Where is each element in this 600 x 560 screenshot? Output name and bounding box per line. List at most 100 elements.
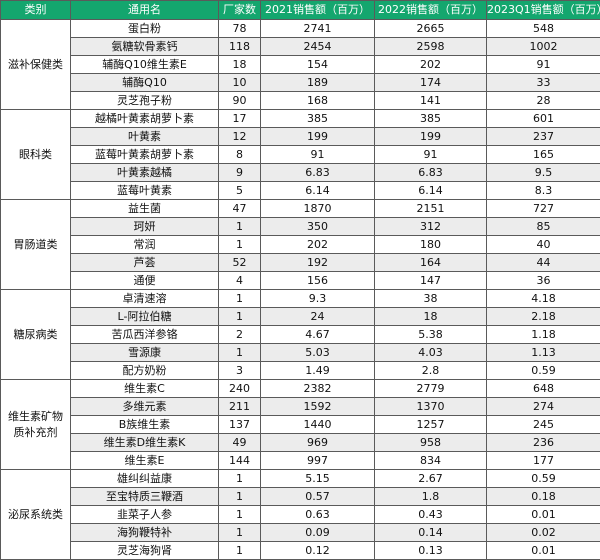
sales-2022-cell: 0.43 <box>375 506 487 524</box>
sales-2023q1-cell: 2.18 <box>487 308 600 326</box>
sales-2023q1-cell: 727 <box>487 200 600 218</box>
drug-name-cell: 维生素D维生素K <box>71 434 219 452</box>
sales-2023q1-cell: 165 <box>487 146 600 164</box>
sales-2021-cell: 385 <box>261 110 375 128</box>
drug-name-cell: 常润 <box>71 236 219 254</box>
maker-count-cell: 1 <box>219 308 261 326</box>
sales-2021-cell: 1870 <box>261 200 375 218</box>
maker-count-cell: 78 <box>219 20 261 38</box>
maker-count-cell: 137 <box>219 416 261 434</box>
sales-2021-cell: 2382 <box>261 380 375 398</box>
sales-2022-cell: 1.8 <box>375 488 487 506</box>
drug-name-cell: 韭菜子人参 <box>71 506 219 524</box>
sales-2021-cell: 969 <box>261 434 375 452</box>
maker-count-cell: 1 <box>219 488 261 506</box>
sales-2023q1-cell: 8.3 <box>487 182 600 200</box>
sales-2021-cell: 0.12 <box>261 542 375 560</box>
sales-2021-cell: 91 <box>261 146 375 164</box>
sales-2023q1-cell: 648 <box>487 380 600 398</box>
maker-count-cell: 49 <box>219 434 261 452</box>
header-sales-2022: 2022销售额（百万） <box>375 1 487 20</box>
maker-count-cell: 4 <box>219 272 261 290</box>
maker-count-cell: 2 <box>219 326 261 344</box>
maker-count-cell: 1 <box>219 470 261 488</box>
sales-2021-cell: 2454 <box>261 38 375 56</box>
sales-2021-cell: 156 <box>261 272 375 290</box>
sales-2023q1-cell: 33 <box>487 74 600 92</box>
maker-count-cell: 3 <box>219 362 261 380</box>
maker-count-cell: 47 <box>219 200 261 218</box>
maker-count-cell: 144 <box>219 452 261 470</box>
maker-count-cell: 8 <box>219 146 261 164</box>
drug-name-cell: 叶黄素越橘 <box>71 164 219 182</box>
sales-2023q1-cell: 40 <box>487 236 600 254</box>
sales-2022-cell: 1370 <box>375 398 487 416</box>
sales-2022-cell: 834 <box>375 452 487 470</box>
sales-2023q1-cell: 0.02 <box>487 524 600 542</box>
header-name: 通用名 <box>71 1 219 20</box>
maker-count-cell: 52 <box>219 254 261 272</box>
sales-2021-cell: 6.83 <box>261 164 375 182</box>
maker-count-cell: 211 <box>219 398 261 416</box>
maker-count-cell: 5 <box>219 182 261 200</box>
sales-2021-cell: 0.57 <box>261 488 375 506</box>
sales-2022-cell: 4.03 <box>375 344 487 362</box>
drug-name-cell: 灵芝孢子粉 <box>71 92 219 110</box>
sales-2023q1-cell: 4.18 <box>487 290 600 308</box>
header-sales-2023q1: 2023Q1销售额（百万） <box>487 1 600 20</box>
sales-2022-cell: 2779 <box>375 380 487 398</box>
sales-2022-cell: 1257 <box>375 416 487 434</box>
sales-2021-cell: 1592 <box>261 398 375 416</box>
sales-2022-cell: 180 <box>375 236 487 254</box>
maker-count-cell: 118 <box>219 38 261 56</box>
sales-2023q1-cell: 85 <box>487 218 600 236</box>
sales-2021-cell: 189 <box>261 74 375 92</box>
drug-name-cell: 珂妍 <box>71 218 219 236</box>
category-cell: 糖尿病类 <box>1 290 71 380</box>
sales-2021-cell: 24 <box>261 308 375 326</box>
maker-count-cell: 18 <box>219 56 261 74</box>
header-row: 类别 通用名 厂家数 2021销售额（百万） 2022销售额（百万） 2023Q… <box>1 1 600 20</box>
drug-name-cell: 蓝莓叶黄素胡萝卜素 <box>71 146 219 164</box>
sales-2021-cell: 9.3 <box>261 290 375 308</box>
drug-name-cell: 卓清速溶 <box>71 290 219 308</box>
sales-2022-cell: 2.67 <box>375 470 487 488</box>
sales-2023q1-cell: 9.5 <box>487 164 600 182</box>
sales-2022-cell: 2.8 <box>375 362 487 380</box>
maker-count-cell: 90 <box>219 92 261 110</box>
sales-2022-cell: 2598 <box>375 38 487 56</box>
drug-name-cell: 多维元素 <box>71 398 219 416</box>
sales-2021-cell: 350 <box>261 218 375 236</box>
sales-2023q1-cell: 548 <box>487 20 600 38</box>
sales-2023q1-cell: 0.59 <box>487 470 600 488</box>
drug-name-cell: 氨糖软骨素钙 <box>71 38 219 56</box>
header-makers: 厂家数 <box>219 1 261 20</box>
sales-2023q1-cell: 236 <box>487 434 600 452</box>
maker-count-cell: 240 <box>219 380 261 398</box>
header-sales-2021: 2021销售额（百万） <box>261 1 375 20</box>
sales-2023q1-cell: 0.01 <box>487 506 600 524</box>
sales-2021-cell: 5.15 <box>261 470 375 488</box>
drug-name-cell: 辅酶Q10维生素E <box>71 56 219 74</box>
sales-2022-cell: 147 <box>375 272 487 290</box>
sales-2022-cell: 312 <box>375 218 487 236</box>
sales-2023q1-cell: 36 <box>487 272 600 290</box>
maker-count-cell: 1 <box>219 290 261 308</box>
sales-2021-cell: 1440 <box>261 416 375 434</box>
sales-2021-cell: 168 <box>261 92 375 110</box>
sales-2021-cell: 192 <box>261 254 375 272</box>
drug-name-cell: 维生素C <box>71 380 219 398</box>
